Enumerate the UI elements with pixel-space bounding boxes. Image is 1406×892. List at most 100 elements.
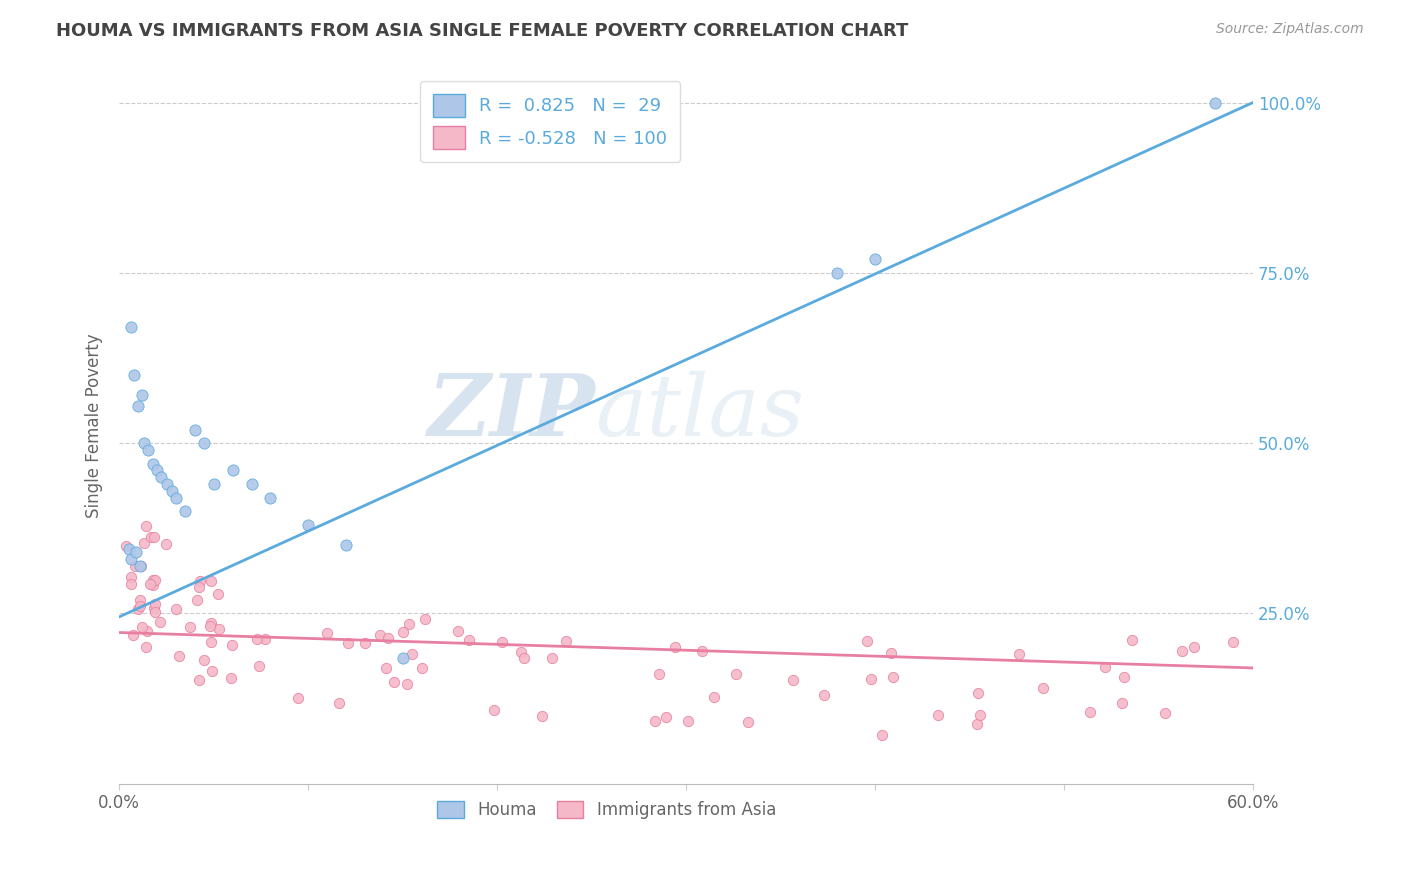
Point [648,667,671,681]
Point [1153,706,1175,720]
Point [1008,647,1031,661]
Text: ZIP: ZIP [427,370,595,453]
Point [136,624,159,639]
Point [200,664,222,678]
Point [221,671,243,685]
Point [413,612,436,626]
Point [202,477,225,491]
Text: HOUMA VS IMMIGRANTS FROM ASIA SINGLE FEMALE POVERTY CORRELATION CHART: HOUMA VS IMMIGRANTS FROM ASIA SINGLE FEM… [56,22,908,40]
Point [1032,681,1054,696]
Point [1121,632,1143,647]
Point [120,552,142,566]
Point [165,491,187,505]
Point [690,644,713,658]
Point [174,504,197,518]
Point [149,615,172,629]
Point [737,714,759,729]
Point [1114,670,1136,684]
Point [1170,643,1192,657]
Point [509,644,531,658]
Point [664,640,686,655]
Point [129,558,152,573]
Point [259,491,281,505]
Point [247,659,270,673]
Point [135,519,157,533]
Point [337,636,360,650]
Point [316,626,339,640]
Point [297,517,319,532]
Point [207,587,229,601]
Point [966,716,988,731]
Point [678,714,700,728]
Point [184,423,207,437]
Point [155,537,177,551]
Point [328,697,350,711]
Point [124,558,146,573]
Point [193,436,215,450]
Point [143,605,166,619]
Point [120,576,142,591]
Point [1094,660,1116,674]
Point [198,619,221,633]
Point [491,635,513,649]
Point [287,690,309,705]
Point [335,538,357,552]
Point [375,660,398,674]
Point [870,728,893,742]
Point [167,648,190,663]
Point [208,622,231,636]
Point [200,634,222,648]
Point [1204,95,1226,110]
Point [382,675,405,690]
Point [120,569,142,583]
Point [863,252,886,267]
Point [457,632,479,647]
Point [132,535,155,549]
Point [859,672,882,686]
Point [139,529,162,543]
Y-axis label: Single Female Poverty: Single Female Poverty [86,334,103,518]
Point [118,541,141,556]
Point [1111,696,1133,710]
Point [240,477,263,491]
Point [541,650,564,665]
Point [813,688,835,702]
Point [927,708,949,723]
Point [124,368,146,382]
Point [531,709,554,723]
Point [131,619,153,633]
Point [969,708,991,723]
Point [142,577,165,591]
Point [165,601,187,615]
Point [179,620,201,634]
Point [368,628,391,642]
Point [143,597,166,611]
Point [200,574,222,589]
Point [398,617,420,632]
Point [253,632,276,647]
Point [135,640,157,655]
Point [396,677,419,691]
Point [143,530,166,544]
Point [122,627,145,641]
Point [724,666,747,681]
Point [392,625,415,640]
Point [221,463,243,477]
Point [1078,706,1101,720]
Point [782,673,804,687]
Point [142,573,165,587]
Point [482,703,505,717]
Point [138,576,160,591]
Point [132,436,155,450]
Point [221,639,243,653]
Point [825,266,848,280]
Text: Source: ZipAtlas.com: Source: ZipAtlas.com [1216,22,1364,37]
Point [188,673,211,687]
Point [131,388,153,402]
Point [411,661,433,675]
Point [391,650,413,665]
Point [149,470,172,484]
Point [143,601,166,615]
Point [644,714,666,729]
Point [186,593,208,607]
